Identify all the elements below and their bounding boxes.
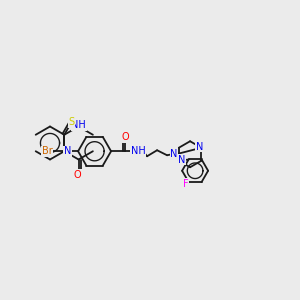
Text: S: S [69,118,75,128]
Text: N: N [170,149,178,159]
Text: F: F [183,179,188,189]
Text: N: N [64,146,71,156]
Text: O: O [121,132,129,142]
Text: N: N [196,142,203,152]
Text: Br: Br [42,146,53,156]
Text: NH: NH [131,146,146,156]
Text: O: O [74,169,81,179]
Text: NH: NH [71,121,86,130]
Text: N: N [178,155,185,165]
